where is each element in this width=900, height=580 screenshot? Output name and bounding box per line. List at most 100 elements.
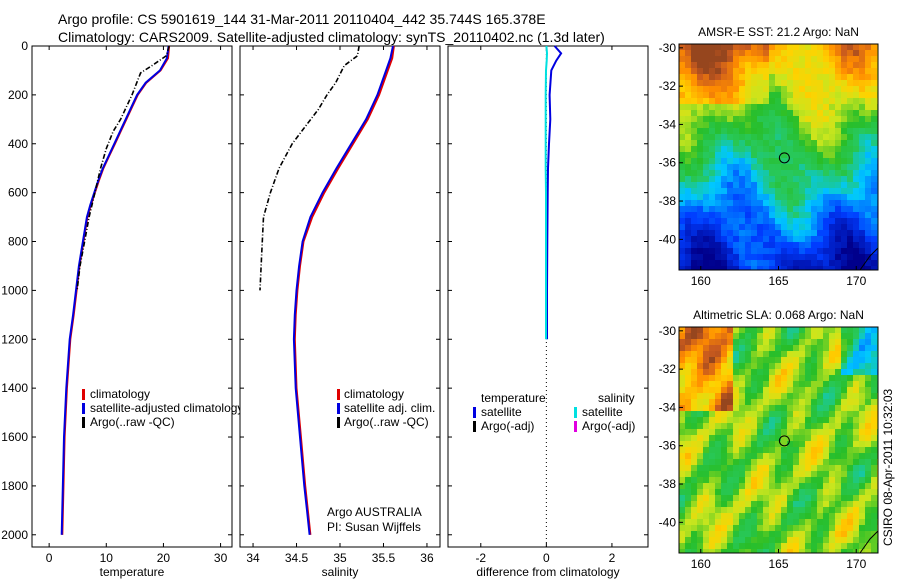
map-cell xyxy=(805,513,812,520)
map-cell xyxy=(871,393,878,400)
map-cell xyxy=(811,417,818,424)
map-cell xyxy=(787,375,794,382)
map-cell xyxy=(691,345,698,352)
map-cell xyxy=(769,531,776,538)
map-cell xyxy=(859,345,866,352)
map-cell xyxy=(763,44,770,51)
map-cell xyxy=(871,501,878,508)
map-cell xyxy=(793,435,800,442)
map-cell xyxy=(841,537,848,544)
map-cell xyxy=(763,465,770,472)
map-cell xyxy=(727,116,734,123)
map-cell xyxy=(721,266,728,271)
y-tick-label: -40 xyxy=(659,232,677,246)
map-cell xyxy=(841,62,848,69)
map-cell xyxy=(703,513,710,520)
map-cell xyxy=(703,483,710,490)
map-cell xyxy=(871,170,878,177)
map-cell xyxy=(817,122,824,129)
map-cell xyxy=(727,92,734,99)
map-cell xyxy=(745,242,752,249)
map-cell xyxy=(757,176,764,183)
map-cell xyxy=(811,260,818,267)
map-cell xyxy=(751,519,758,526)
map-cell xyxy=(847,98,854,105)
map-cell xyxy=(697,435,704,442)
map-cell xyxy=(799,182,806,189)
map-cell xyxy=(703,146,710,153)
map-cell xyxy=(793,218,800,225)
map-cell xyxy=(775,369,782,376)
map-cell xyxy=(787,459,794,466)
map-cell xyxy=(721,164,728,171)
map-cell xyxy=(703,80,710,87)
map-cell xyxy=(709,194,716,201)
map-cell xyxy=(799,411,806,418)
map-cell xyxy=(841,351,848,358)
map-cell xyxy=(835,236,842,243)
map-cell xyxy=(703,242,710,249)
map-cell xyxy=(733,164,740,171)
map-cell xyxy=(871,453,878,460)
legend-label: Argo(-adj) xyxy=(481,419,534,433)
map-cell xyxy=(823,387,830,394)
map-cell xyxy=(865,56,872,63)
map-cell xyxy=(727,236,734,243)
map-cell xyxy=(733,230,740,237)
map-cell xyxy=(721,74,728,81)
map-cell xyxy=(697,477,704,484)
map-cell xyxy=(811,519,818,526)
map-cell xyxy=(775,483,782,490)
map-cell xyxy=(811,405,818,412)
map-cell xyxy=(769,399,776,406)
map-cell xyxy=(817,176,824,183)
map-cell xyxy=(685,441,692,448)
map-cell xyxy=(841,176,848,183)
map-cell xyxy=(841,218,848,225)
y-tick-label: 600 xyxy=(8,186,28,200)
map-cell xyxy=(781,56,788,63)
map-cell xyxy=(811,429,818,436)
map-cell xyxy=(769,206,776,213)
map-cell xyxy=(721,477,728,484)
map-cell xyxy=(763,447,770,454)
map-cell xyxy=(787,224,794,231)
y-tick-label: -34 xyxy=(659,400,677,414)
map-cell xyxy=(781,513,788,520)
map-cell xyxy=(835,423,842,430)
map-cell xyxy=(685,266,692,271)
map-cell xyxy=(709,519,716,526)
map-cell xyxy=(685,477,692,484)
map-cell xyxy=(715,212,722,219)
map-cell xyxy=(853,405,860,412)
map-cell xyxy=(703,471,710,478)
map-cell xyxy=(781,543,788,550)
map-cell xyxy=(727,44,734,51)
map-cell xyxy=(799,327,806,334)
map-cell xyxy=(775,543,782,550)
map-cell xyxy=(781,134,788,141)
map-cell xyxy=(721,140,728,147)
map-cell xyxy=(727,80,734,87)
map-cell xyxy=(775,68,782,75)
map-cell xyxy=(733,489,740,496)
map-cell xyxy=(751,399,758,406)
map-cell xyxy=(739,68,746,75)
map-cell xyxy=(787,537,794,544)
map-cell xyxy=(685,92,692,99)
map-cell xyxy=(679,68,686,75)
map-cell xyxy=(811,92,818,99)
map-cell xyxy=(859,236,866,243)
map-cell xyxy=(805,405,812,412)
map-cell xyxy=(679,134,686,141)
map-cell xyxy=(715,525,722,532)
map-cell xyxy=(691,387,698,394)
map-cell xyxy=(853,98,860,105)
map-cell xyxy=(721,339,728,346)
map-cell xyxy=(811,146,818,153)
x-tick-label: 0 xyxy=(46,551,53,565)
x-tick-label: 34 xyxy=(246,551,260,565)
map-cell xyxy=(703,86,710,93)
map-cell xyxy=(775,152,782,159)
map-cell xyxy=(721,405,728,412)
